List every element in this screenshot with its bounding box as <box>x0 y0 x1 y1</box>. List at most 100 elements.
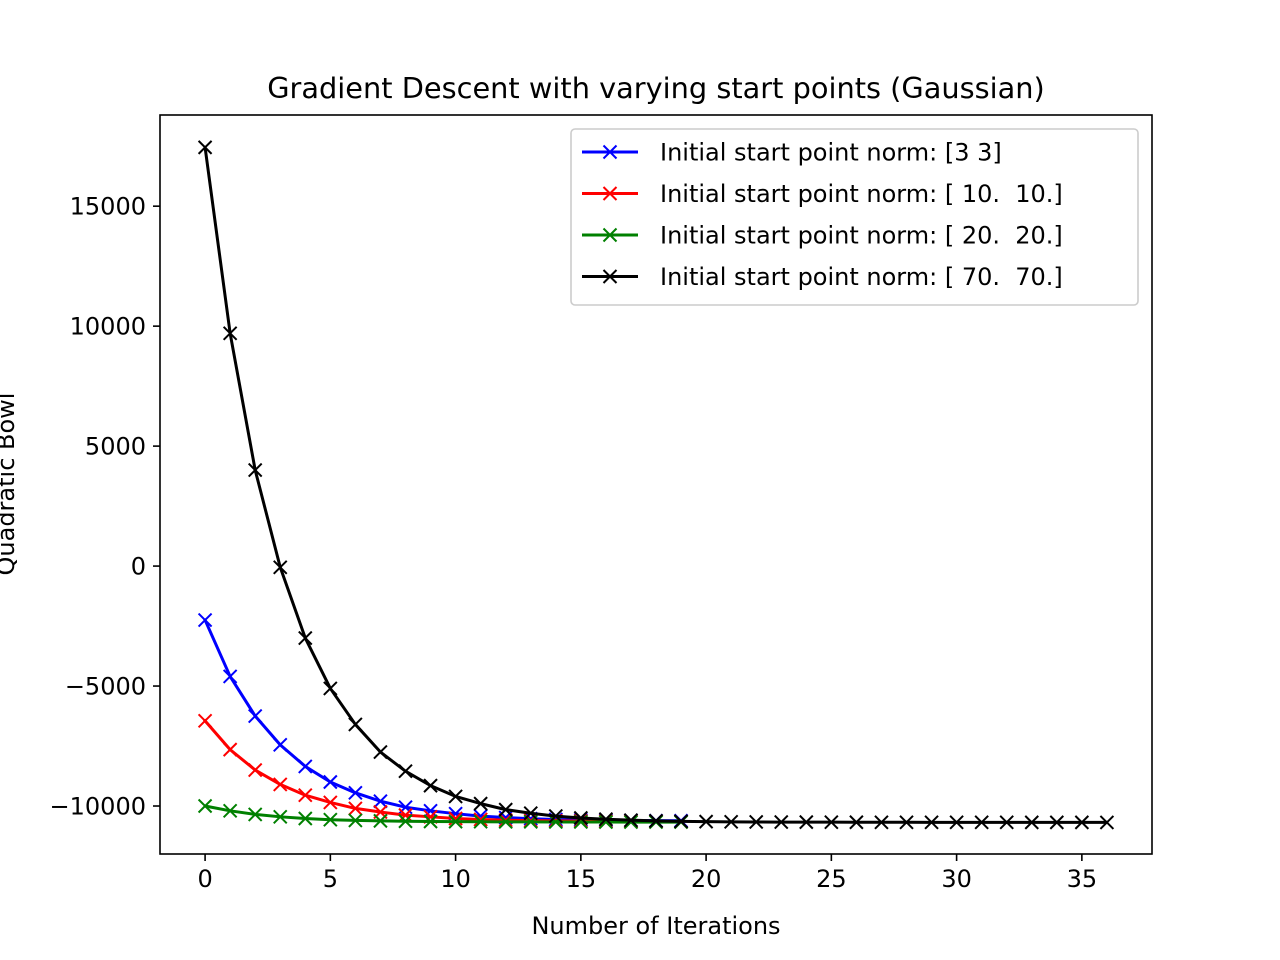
y-tick-label: −5000 <box>65 673 146 701</box>
data-point-marker <box>247 462 263 478</box>
x-tick-label: 15 <box>566 865 597 893</box>
data-point-marker <box>323 681 338 696</box>
series-4 <box>197 140 1115 830</box>
data-point-marker <box>523 806 538 821</box>
data-point-marker <box>473 796 488 811</box>
data-point-marker <box>648 813 664 829</box>
x-axis: 0 5 10 15 20 25 30 35 <box>197 854 1097 893</box>
x-tick-label: 30 <box>941 865 972 893</box>
legend-label: Initial start point norm: [ 20. 20.] <box>660 222 1063 250</box>
y-tick-label: −10000 <box>50 793 146 821</box>
y-tick-label: 5000 <box>85 433 146 461</box>
data-point-marker <box>473 814 488 829</box>
data-point-marker <box>222 742 238 757</box>
data-point-marker <box>874 815 889 830</box>
data-point-marker <box>348 813 363 828</box>
data-point-marker <box>748 814 764 830</box>
data-point-marker <box>247 807 263 822</box>
data-point-marker <box>298 811 313 826</box>
data-point-marker <box>824 814 839 830</box>
data-point-marker <box>573 810 589 826</box>
data-point-marker <box>273 777 288 792</box>
data-point-marker <box>348 785 363 801</box>
legend-marker <box>602 269 618 284</box>
data-point-marker <box>298 759 313 774</box>
data-point-marker <box>323 774 338 790</box>
data-point-marker <box>222 326 238 341</box>
data-point-marker <box>398 814 413 829</box>
data-point-marker <box>1074 815 1090 830</box>
data-point-marker <box>247 708 263 724</box>
data-point-marker <box>373 813 388 829</box>
legend-marker <box>602 144 618 160</box>
data-point-marker <box>924 815 939 830</box>
data-point-marker <box>1024 815 1039 830</box>
data-point-marker <box>623 814 639 830</box>
data-point-marker <box>548 808 564 824</box>
data-point-marker <box>323 795 338 810</box>
data-point-marker <box>974 815 989 830</box>
legend-label: Initial start point norm: [ 10. 10.] <box>660 180 1063 208</box>
legend-item: Initial start point norm: [ 10. 10.] <box>582 180 1063 208</box>
x-tick-label: 0 <box>197 865 212 893</box>
plot-area <box>197 140 1115 830</box>
data-point-marker <box>197 140 213 155</box>
data-point-marker <box>849 815 864 830</box>
data-point-marker <box>473 812 488 827</box>
data-point-marker <box>323 812 338 827</box>
data-point-marker <box>273 809 288 825</box>
y-axis-label: Quadratic Bowl <box>0 393 20 576</box>
data-point-marker <box>373 794 388 809</box>
data-point-marker <box>623 812 639 828</box>
data-point-marker <box>348 717 363 732</box>
legend-marker <box>602 186 618 201</box>
data-point-marker <box>949 815 964 830</box>
legend-item: Initial start point norm: [ 20. 20.] <box>582 222 1063 250</box>
data-point-marker <box>398 764 413 779</box>
legend-label: Initial start point norm: [3 3] <box>660 139 1002 167</box>
data-point-marker <box>774 814 789 830</box>
legend-item: Initial start point norm: [ 70. 70.] <box>582 263 1063 291</box>
x-tick-label: 10 <box>440 865 471 893</box>
data-point-marker <box>222 669 238 684</box>
data-point-marker <box>247 762 263 778</box>
data-point-marker <box>373 744 388 760</box>
data-point-marker <box>498 802 513 817</box>
data-point-marker <box>1049 815 1065 830</box>
data-point-marker <box>298 788 313 803</box>
data-point-marker <box>197 612 213 628</box>
data-point-marker <box>197 798 213 814</box>
x-tick-label: 20 <box>691 865 722 893</box>
data-point-marker <box>197 713 213 729</box>
data-point-marker <box>698 814 714 829</box>
data-point-marker <box>799 814 814 830</box>
y-tick-label: 10000 <box>70 313 146 341</box>
data-point-marker <box>498 812 513 828</box>
legend-box <box>570 128 1139 306</box>
data-point-marker <box>498 814 513 830</box>
data-point-marker <box>423 778 438 793</box>
data-point-marker <box>999 815 1014 830</box>
data-point-marker <box>1099 815 1115 830</box>
y-tick-label: 0 <box>131 553 146 581</box>
legend-marker <box>602 227 618 243</box>
x-axis-label: Number of Iterations <box>531 912 780 940</box>
data-point-marker <box>723 814 739 830</box>
data-point-marker <box>298 630 313 646</box>
y-axis: −10000 −5000 0 5000 10000 15000 <box>50 193 160 821</box>
y-tick-label: 15000 <box>70 193 146 221</box>
data-point-marker <box>398 807 413 823</box>
x-tick-label: 35 <box>1067 865 1098 893</box>
data-point-marker <box>273 737 288 753</box>
data-point-marker <box>448 789 463 804</box>
plot-frame <box>159 114 1153 855</box>
legend-item: Initial start point norm: [3 3] <box>582 139 1002 167</box>
data-point-marker <box>348 801 363 816</box>
x-tick-label: 5 <box>323 865 338 893</box>
legend: Initial start point norm: [3 3] Initial s… <box>570 128 1139 306</box>
data-point-marker <box>673 814 689 829</box>
x-tick-label: 25 <box>816 865 847 893</box>
data-point-marker <box>598 812 614 827</box>
data-point-marker <box>273 560 288 575</box>
